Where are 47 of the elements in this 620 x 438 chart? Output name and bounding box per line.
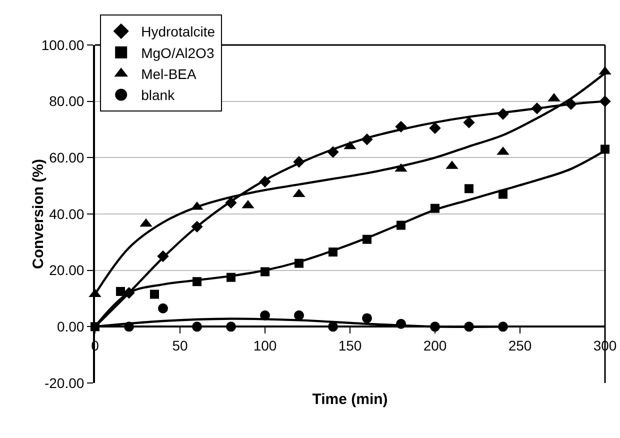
- point: [116, 286, 125, 296]
- x-tick-label: 50: [172, 337, 188, 354]
- point: [260, 310, 270, 320]
- legend-label: blank: [141, 87, 176, 104]
- point: [293, 156, 305, 168]
- point: [497, 108, 509, 120]
- x-tick-label: 200: [423, 337, 447, 354]
- x-tick-label: 250: [508, 337, 532, 354]
- point: [294, 258, 304, 268]
- point: [464, 184, 474, 194]
- point: [396, 220, 406, 230]
- y-tick-label: 0.00: [56, 318, 84, 335]
- y-tick-label: -20.00: [44, 374, 84, 391]
- point: [361, 134, 373, 146]
- point: [395, 120, 407, 133]
- x-tick-label: 150: [338, 337, 362, 354]
- point: [158, 303, 168, 314]
- point: [226, 272, 236, 282]
- y-tick-label: 20.00: [49, 262, 84, 278]
- x-axis-title: Time (min): [312, 390, 388, 408]
- point: [150, 290, 159, 299]
- point: [362, 234, 372, 244]
- point: [225, 196, 237, 209]
- legend-label: MgO/Al2O3: [141, 44, 214, 61]
- point: [260, 267, 270, 276]
- point: [362, 313, 372, 324]
- y-tick-label: 60.00: [49, 150, 84, 166]
- point: [259, 176, 271, 188]
- point: [565, 98, 577, 110]
- y-tick-label: 100.00: [41, 36, 84, 53]
- point: [531, 102, 543, 114]
- point: [463, 116, 475, 128]
- point: [327, 146, 339, 158]
- legend-label: Mel-BEA: [141, 66, 197, 82]
- point: [294, 310, 304, 320]
- point: [430, 204, 440, 213]
- y-tick-label: 80.00: [49, 93, 84, 110]
- point: [328, 248, 338, 257]
- x-tick-label: 100: [253, 337, 277, 354]
- point: [498, 190, 508, 199]
- point: [192, 277, 202, 286]
- point: [429, 122, 441, 134]
- point: [191, 220, 203, 233]
- y-tick-label: 40.00: [49, 206, 84, 222]
- legend-label: Hydrotalcite: [141, 24, 216, 40]
- point: [157, 250, 169, 262]
- y-axis-title: Conversion (%): [30, 158, 48, 270]
